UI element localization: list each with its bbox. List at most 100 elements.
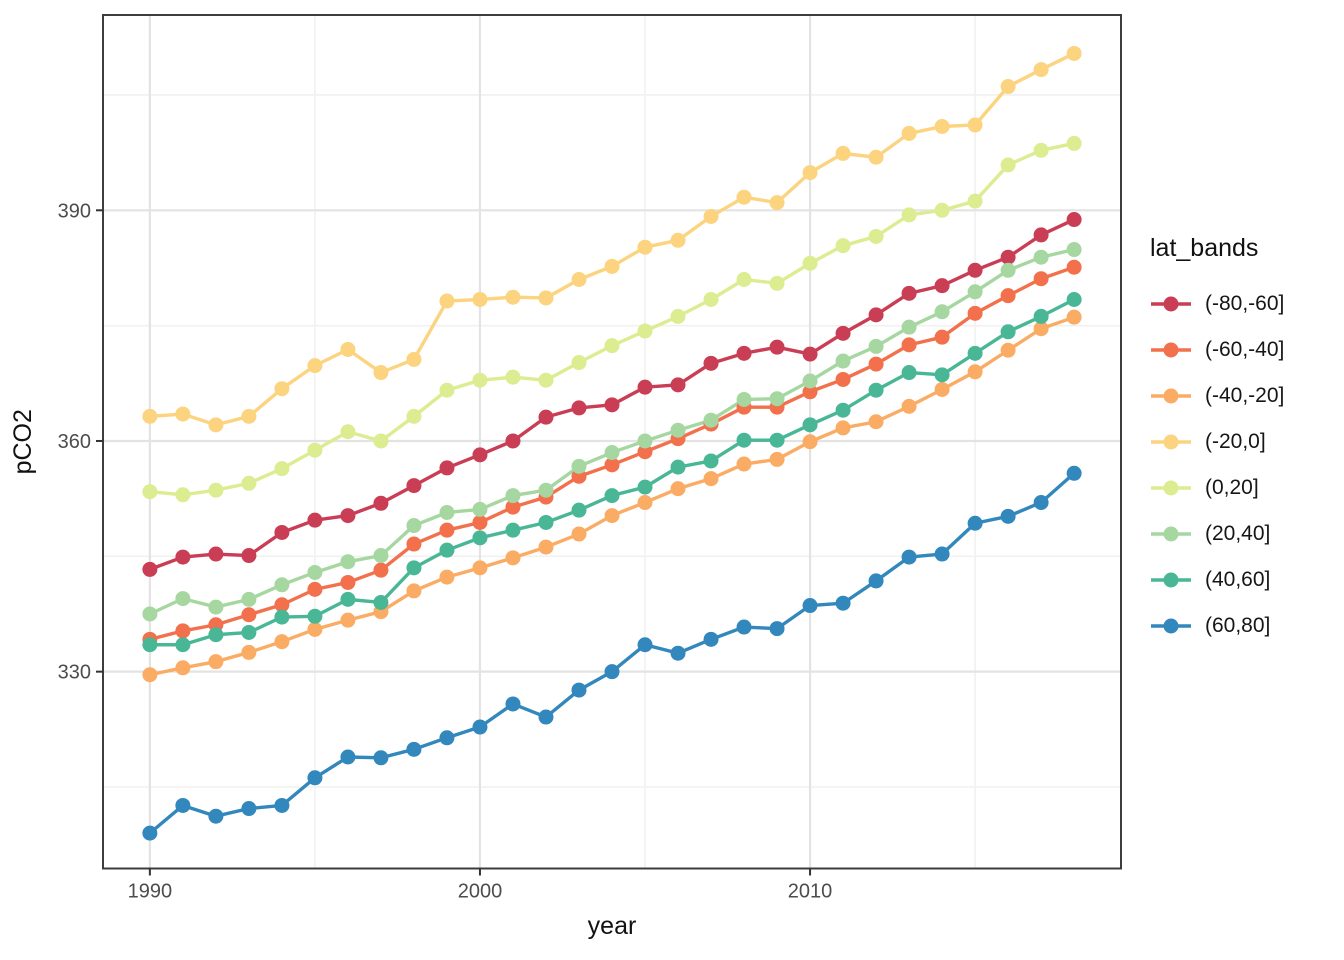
series-point: [208, 599, 224, 615]
legend-key-icon: [1151, 342, 1191, 358]
series-point: [307, 621, 323, 637]
series-point: [274, 461, 290, 477]
series-point: [340, 508, 356, 524]
series-point: [604, 457, 620, 473]
series-point: [439, 460, 455, 476]
series-point: [340, 554, 356, 570]
series-point: [604, 445, 620, 461]
series-point: [472, 530, 488, 546]
series-point: [868, 228, 884, 244]
series-point: [670, 422, 686, 438]
series-point: [208, 654, 224, 670]
series-point: [340, 574, 356, 590]
legend-item-label: (-40,-20]: [1205, 384, 1285, 407]
series-point: [307, 770, 323, 786]
series-point: [835, 353, 851, 369]
series-point: [505, 488, 521, 504]
series-point: [472, 719, 488, 735]
series-point: [670, 481, 686, 497]
series-point: [406, 536, 422, 552]
series-point: [307, 442, 323, 458]
series-point: [736, 272, 752, 288]
series-point: [1000, 342, 1016, 358]
series-point: [406, 560, 422, 576]
legend: lat_bands (-80,-60] (-60,-40] (-40,-20] (-2…: [1150, 233, 1284, 649]
series-point: [769, 451, 785, 467]
legend-title: lat_bands: [1150, 234, 1259, 262]
series-point: [1033, 308, 1049, 324]
series-point: [505, 289, 521, 305]
series-point: [208, 482, 224, 498]
legend-item: (-20,0]: [1150, 419, 1284, 465]
series-point: [241, 607, 257, 623]
series-point: [769, 432, 785, 448]
series-point: [208, 417, 224, 433]
series-point: [901, 319, 917, 335]
y-axis-title: pCO2: [9, 409, 37, 474]
series-point: [406, 741, 422, 757]
series-point: [769, 339, 785, 355]
series-point: [142, 637, 158, 653]
series-point: [736, 456, 752, 472]
series-point: [505, 499, 521, 515]
series-point: [241, 408, 257, 424]
series-point: [274, 609, 290, 625]
series-point: [637, 479, 653, 495]
series-point: [934, 381, 950, 397]
legend-item: (20,40]: [1150, 511, 1284, 557]
series-point: [1033, 62, 1049, 78]
series-point: [868, 573, 884, 589]
series-point: [175, 660, 191, 676]
series-point: [802, 165, 818, 181]
series-point: [604, 338, 620, 354]
series-point: [802, 384, 818, 400]
series-point: [967, 345, 983, 361]
series-point: [571, 272, 587, 288]
series-point: [835, 595, 851, 611]
series-point: [769, 275, 785, 291]
series-point: [1033, 227, 1049, 243]
series-point: [703, 631, 719, 647]
series-point: [736, 619, 752, 635]
series-point: [604, 488, 620, 504]
series-point: [967, 364, 983, 380]
series-point: [736, 345, 752, 361]
legend-key-icon: [1151, 434, 1191, 450]
series-point: [274, 381, 290, 397]
legend-item-label: (-60,-40]: [1205, 338, 1285, 361]
series-point: [604, 508, 620, 524]
series-point: [472, 514, 488, 530]
series-point: [769, 391, 785, 407]
series-point: [142, 825, 158, 841]
series-point: [637, 637, 653, 653]
series-point: [835, 371, 851, 387]
x-axis-title: year: [588, 912, 637, 940]
series-point: [934, 202, 950, 218]
series-point: [703, 355, 719, 371]
series-point: [835, 238, 851, 254]
series-point: [571, 502, 587, 518]
series-point: [142, 408, 158, 424]
series-point: [1000, 324, 1016, 340]
legend-item: (40,60]: [1150, 557, 1284, 603]
legend-item-label: (40,60]: [1205, 568, 1271, 591]
series-point: [868, 338, 884, 354]
series-point: [208, 627, 224, 643]
series-point: [868, 382, 884, 398]
legend-key-icon: [1151, 296, 1191, 312]
series-point: [439, 382, 455, 398]
series-point: [736, 391, 752, 407]
series-point: [1000, 249, 1016, 265]
series-point: [967, 262, 983, 278]
series-point: [835, 402, 851, 418]
series-point: [934, 118, 950, 134]
series-point: [604, 397, 620, 413]
series-point: [307, 358, 323, 374]
series-point: [505, 550, 521, 566]
series-point: [274, 597, 290, 613]
series-point: [835, 145, 851, 161]
series-point: [901, 398, 917, 414]
series-point: [241, 475, 257, 491]
series-point: [142, 561, 158, 577]
